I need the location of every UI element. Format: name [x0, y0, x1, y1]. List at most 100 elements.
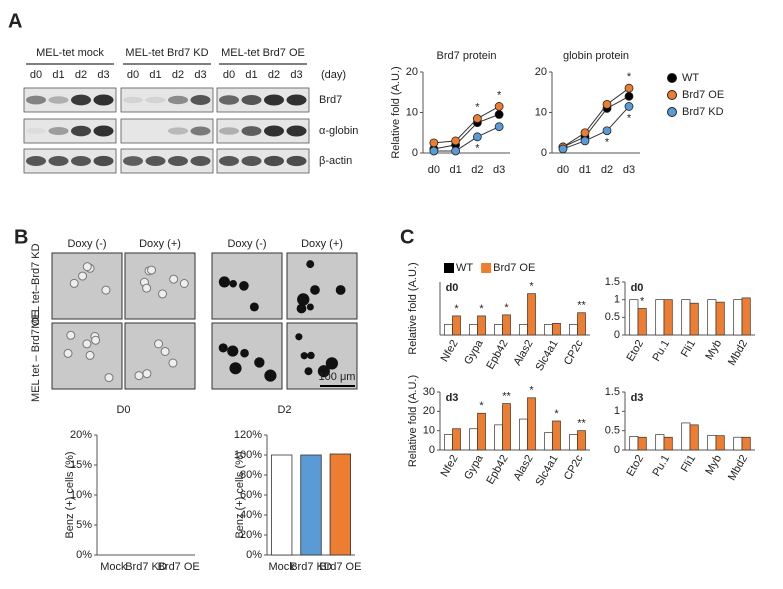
bar — [452, 315, 461, 336]
blot-day-label: d3 — [194, 69, 206, 81]
micrograph-column-label: Doxy (-) — [227, 238, 266, 250]
x-tick-label: Mbd2 — [726, 453, 750, 483]
blot-band — [168, 156, 188, 166]
blot-day-label: d0 — [30, 69, 42, 81]
cell — [296, 303, 307, 314]
x-tick-label: Brd7 OE — [319, 561, 361, 573]
point — [494, 122, 504, 132]
y-tick-label: 60% — [240, 489, 262, 501]
cell — [335, 285, 346, 295]
blot-band — [93, 94, 114, 106]
y-tick-label: 120% — [234, 429, 262, 441]
cell — [264, 369, 277, 382]
point — [602, 100, 612, 109]
y-tick-label: 10 — [423, 425, 435, 437]
x-tick-label: Alas2 — [511, 453, 535, 483]
cell — [160, 346, 170, 356]
bar — [552, 322, 561, 336]
blot-band — [26, 95, 46, 105]
y-tick-label: 20 — [535, 66, 547, 78]
bar — [477, 315, 486, 336]
cell — [218, 276, 230, 288]
bar — [477, 412, 486, 451]
x-tick-label: d2 — [471, 164, 483, 176]
blot-band — [71, 156, 91, 166]
blot-group-label: MEL-tet mock — [36, 47, 104, 59]
blot-band — [48, 156, 69, 166]
cell — [69, 278, 79, 288]
significance: * — [475, 143, 480, 155]
bar — [715, 435, 725, 451]
blot-band — [26, 156, 46, 166]
x-tick-label: Pu.1 — [650, 453, 672, 479]
x-tick-label: d2 — [601, 164, 613, 176]
point — [624, 83, 634, 93]
x-tick-label: Myb — [703, 338, 724, 362]
point — [429, 146, 439, 156]
blot-band — [241, 95, 262, 105]
y-axis-label: Relative fold (A.U.) — [407, 262, 419, 354]
x-tick-label: d1 — [579, 164, 591, 176]
cell — [295, 333, 303, 341]
y-tick-label: 1.5 — [605, 386, 620, 398]
cell — [179, 279, 189, 289]
bar — [569, 434, 578, 451]
x-tick-label: CP2c — [562, 453, 586, 483]
x-tick-label: Eto2 — [624, 338, 646, 364]
legend-marker — [444, 263, 454, 273]
point — [429, 138, 439, 148]
x-tick-label: Nfe2 — [439, 338, 461, 364]
micrograph-column-label: Doxy (+) — [139, 238, 181, 250]
legend-label: WT — [456, 262, 473, 274]
y-axis-label: Benz (+) cells (%) — [64, 451, 76, 538]
x-tick-label: Brd7 KD — [125, 561, 167, 573]
cell — [306, 303, 314, 311]
point — [602, 126, 612, 136]
legend-marker — [667, 107, 677, 117]
bar — [544, 324, 553, 336]
bar — [741, 436, 751, 451]
blot-day-label: d2 — [268, 69, 280, 81]
bar — [444, 324, 453, 336]
y-tick-label: 10 — [535, 106, 547, 118]
bar — [519, 324, 528, 336]
blot-band — [93, 155, 114, 167]
y-tick-label: 100% — [234, 449, 262, 461]
blot-band — [286, 125, 307, 137]
blot-row-label: Brd7 — [319, 94, 342, 106]
significance: * — [627, 112, 632, 124]
y-tick-label: 20% — [240, 529, 262, 541]
blot-band — [190, 156, 211, 166]
cell — [134, 371, 144, 381]
y-axis-label: Benz (+) cells (%) — [234, 451, 246, 538]
significance: ** — [577, 418, 586, 430]
bar — [733, 436, 743, 451]
legend-label: WT — [682, 72, 699, 84]
blot-band — [264, 155, 284, 167]
point — [472, 114, 482, 123]
x-tick-label: Gypa — [462, 337, 486, 367]
bar — [681, 422, 691, 451]
cell — [240, 348, 249, 358]
cell — [325, 357, 338, 370]
blot-band — [145, 96, 166, 104]
blot-band — [168, 127, 188, 135]
y-tick-label: 0.5 — [605, 311, 620, 323]
x-tick-label: d0 — [557, 164, 569, 176]
blot-day-label: d1 — [245, 69, 257, 81]
bar — [681, 299, 691, 336]
bar — [689, 424, 699, 451]
y-tick-label: 0.5 — [605, 425, 620, 437]
significance: * — [454, 303, 459, 315]
bar — [544, 432, 553, 451]
bar — [300, 454, 322, 556]
blot-day-label: d3 — [97, 69, 109, 81]
micrograph-column-label: Doxy (+) — [301, 238, 343, 250]
bar — [444, 434, 453, 451]
point — [558, 144, 568, 154]
cell — [78, 271, 88, 281]
panel-label: C — [400, 226, 414, 248]
blot-group-label: MEL-tet Brd7 KD — [125, 47, 208, 59]
cell — [249, 302, 259, 312]
